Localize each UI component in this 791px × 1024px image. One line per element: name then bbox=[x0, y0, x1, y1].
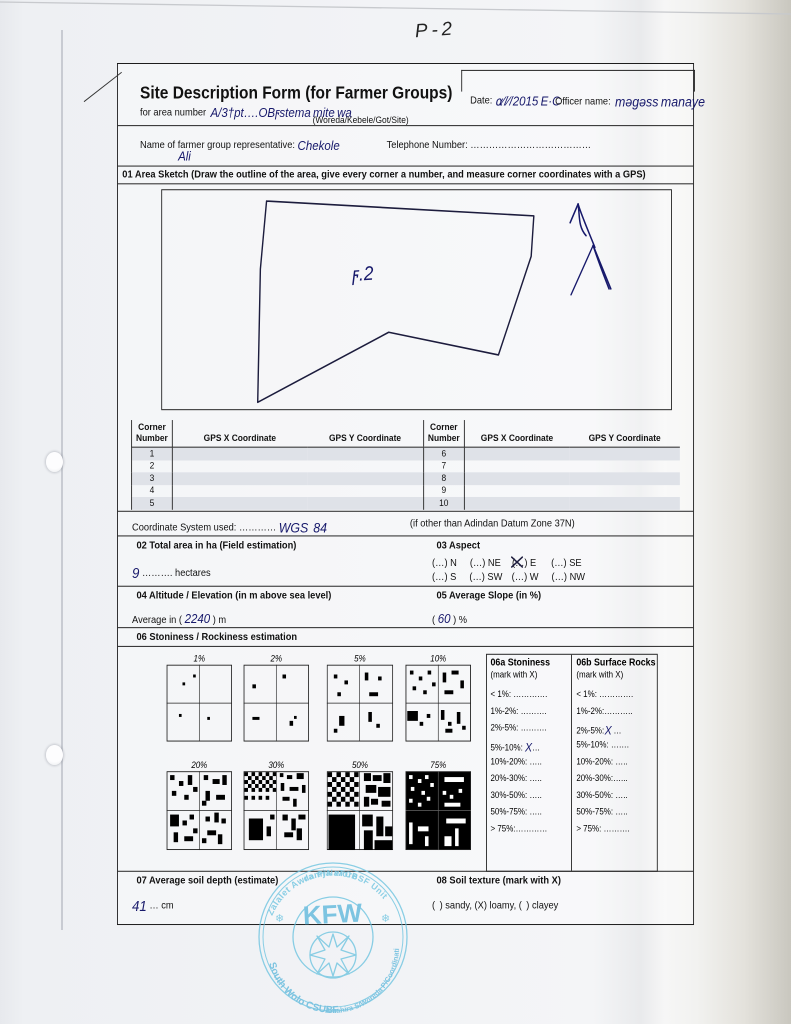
svg-text:KFW: KFW bbox=[302, 897, 363, 930]
svg-text:❄: ❄ bbox=[275, 913, 284, 925]
svg-text:Amahira S/Woreda P/Coordinatio: Amahira S/Woreda P/Coordination Unit bbox=[253, 857, 401, 1015]
svg-text:ϝ.2: ϝ.2 bbox=[351, 262, 375, 285]
svg-text:❄: ❄ bbox=[381, 913, 390, 925]
svg-text:da P/NaTCBSF Unit: da P/NaTCBSF Unit bbox=[302, 868, 390, 901]
